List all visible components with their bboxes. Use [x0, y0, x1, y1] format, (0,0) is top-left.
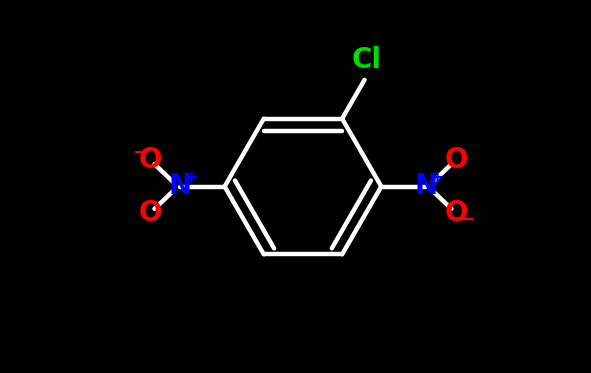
Text: N: N: [168, 172, 191, 201]
Text: O: O: [444, 198, 467, 227]
Text: +: +: [429, 169, 444, 187]
Text: −: −: [459, 211, 474, 229]
Text: Cl: Cl: [352, 46, 381, 74]
Text: −: −: [132, 144, 147, 162]
Text: +: +: [183, 169, 198, 187]
Text: N: N: [414, 172, 437, 201]
Text: O: O: [138, 198, 162, 227]
Text: O: O: [138, 146, 162, 175]
Text: O: O: [444, 146, 467, 175]
